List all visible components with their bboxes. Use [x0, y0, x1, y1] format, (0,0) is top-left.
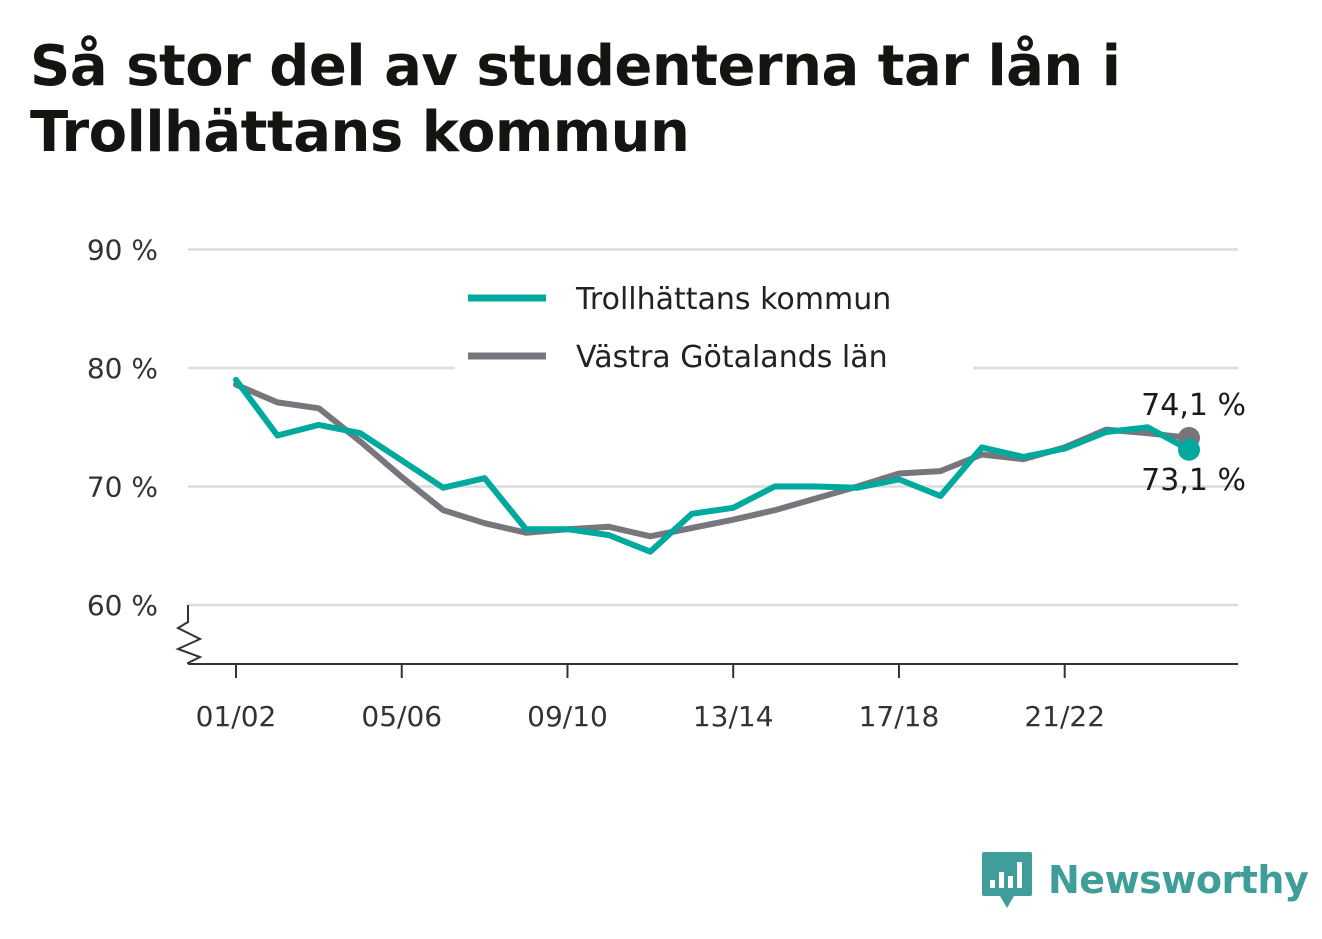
legend: Trollhättans kommun Västra Götalands län [455, 266, 973, 382]
legend-background [455, 266, 973, 382]
series-lines [233, 376, 1200, 555]
y-tick-label: 70 % [87, 471, 158, 504]
x-tick-label: 05/06 [361, 700, 442, 733]
x-tick-label: 17/18 [859, 700, 940, 733]
y-axis-break [175, 605, 203, 664]
x-tick-label: 21/22 [1024, 700, 1105, 733]
x-tick-label: 01/02 [196, 700, 277, 733]
legend-label-1: Västra Götalands län [576, 340, 888, 375]
end-labels: 73,1 % 74,1 % [1141, 388, 1246, 498]
newsworthy-logo-text: Newsworthy [1048, 858, 1309, 902]
x-tick-label: 13/14 [693, 700, 774, 733]
series-line-0 [233, 376, 1192, 555]
end-value-label-1: 74,1 % [1141, 388, 1246, 423]
end-value-label-0: 73,1 % [1141, 463, 1246, 498]
axes: 60 % 70 % 80 % 90 % 01/02 05/06 09/10 13/14 17/1… [87, 234, 1238, 733]
x-tick-label: 09/10 [527, 700, 608, 733]
legend-label-0: Trollhättans kommun [575, 282, 891, 317]
y-tick-label: 90 % [87, 234, 158, 267]
newsworthy-logo-icon [982, 852, 1032, 908]
y-tick-label: 80 % [87, 352, 158, 385]
series-endpoint-0 [1178, 438, 1200, 461]
chart-title: Så stor del av studenterna tar lån i Tro… [30, 34, 1121, 165]
y-tick-label: 60 % [87, 589, 158, 622]
newsworthy-logo: Newsworthy [980, 850, 1309, 910]
